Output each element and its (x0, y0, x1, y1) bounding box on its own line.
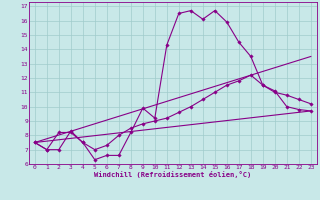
X-axis label: Windchill (Refroidissement éolien,°C): Windchill (Refroidissement éolien,°C) (94, 171, 252, 178)
